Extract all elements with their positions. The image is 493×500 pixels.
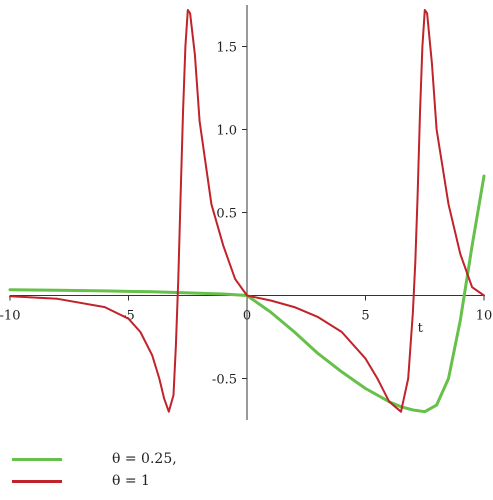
series-lines xyxy=(8,9,486,414)
x-axis-label: t xyxy=(418,321,424,336)
legend-label-series-2: θ = 1 xyxy=(112,473,150,489)
series-line-2 xyxy=(9,9,485,413)
ticks: -10 -5 0 5 10 -0.5 0.5 1.0 1.5 xyxy=(0,41,492,388)
line-chart: -10 -5 0 5 10 -0.5 0.5 1.0 1.5 t xyxy=(0,5,492,420)
y-tick-label: 1.5 xyxy=(216,41,237,56)
legend-swatch-series-1 xyxy=(12,457,62,461)
legend: θ = 0.25, θ = 1 xyxy=(12,448,177,492)
x-tick-label: -5 xyxy=(122,309,135,324)
x-tick-label: -10 xyxy=(0,309,20,324)
x-tick-label: 5 xyxy=(361,309,369,324)
y-tick-label: 1.0 xyxy=(216,124,237,139)
x-tick-label: 10 xyxy=(476,309,493,324)
x-tick-label: 0 xyxy=(243,309,251,324)
legend-label-series-1: θ = 0.25, xyxy=(112,451,177,467)
series-line-1 xyxy=(8,174,486,414)
legend-swatch-series-2 xyxy=(12,479,62,483)
legend-item-series-1: θ = 0.25, xyxy=(12,448,177,470)
y-tick-label: 0.5 xyxy=(216,207,237,222)
legend-item-series-2: θ = 1 xyxy=(12,470,177,492)
y-tick-label: -0.5 xyxy=(212,373,237,388)
